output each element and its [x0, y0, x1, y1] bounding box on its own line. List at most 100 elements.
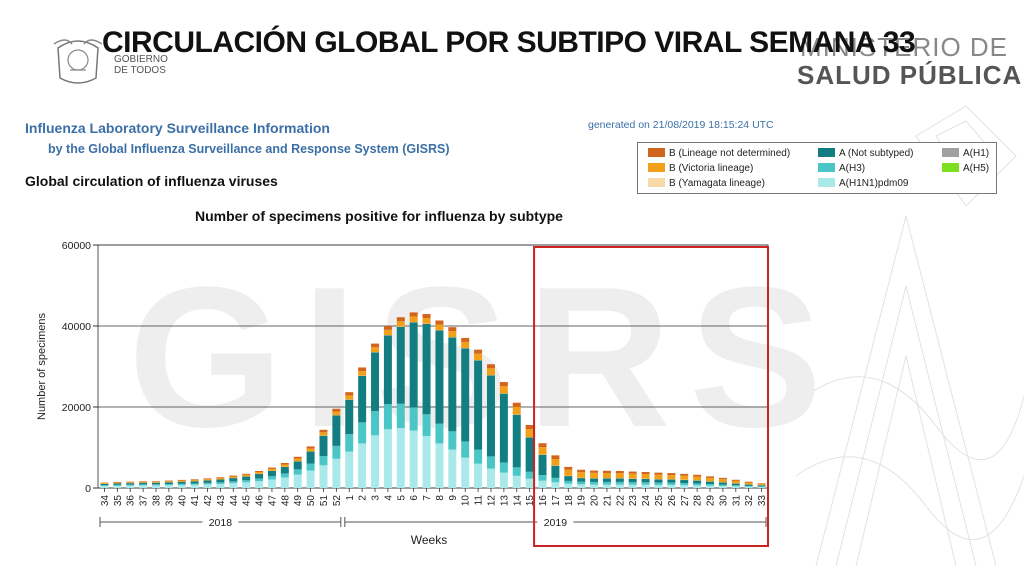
bar-segment: [177, 481, 186, 484]
y-tick-label: 40000: [62, 321, 91, 333]
bar-segment: [255, 472, 264, 474]
bar-segment: [499, 382, 508, 387]
bar-segment: [512, 414, 521, 468]
bar-segment: [126, 482, 135, 484]
bar-segment: [551, 477, 560, 483]
x-tick-label: 49: [293, 495, 304, 507]
bar-segment: [615, 478, 624, 482]
bar-segment: [409, 322, 418, 408]
bar-segment: [203, 482, 212, 485]
bar-segment: [151, 481, 160, 483]
legend-item: A(H5): [942, 163, 989, 174]
bar-segment: [229, 476, 238, 478]
bar-segment: [757, 486, 766, 488]
legend-swatch: [942, 163, 959, 172]
x-tick-label: 40: [177, 495, 188, 507]
x-tick-label: 29: [706, 495, 717, 507]
bar-segment: [216, 483, 225, 488]
bar-segment: [229, 475, 238, 477]
x-tick-label: 50: [306, 495, 317, 507]
legend-swatch: [648, 148, 665, 157]
bar-segment: [731, 485, 740, 487]
bar-segment: [293, 456, 302, 459]
bar-segment: [203, 479, 212, 481]
bar-segment: [435, 423, 444, 444]
bar-segment: [706, 476, 715, 478]
bar-segment: [151, 481, 160, 482]
bar-segment: [358, 367, 367, 372]
bar-segment: [667, 473, 676, 476]
bar-segment: [718, 479, 727, 483]
bar-segment: [306, 446, 315, 449]
bar-segment: [422, 414, 431, 437]
bar-segment: [126, 484, 135, 486]
x-tick-label: 39: [164, 495, 175, 507]
bar-segment: [706, 481, 715, 485]
bar-segment: [499, 393, 508, 463]
bar-segment: [139, 484, 148, 486]
bar-segment: [551, 465, 560, 478]
bar-segment: [332, 408, 341, 412]
bar-segment: [718, 484, 727, 486]
year-label: 2019: [544, 517, 568, 529]
bar-segment: [615, 484, 624, 488]
bar-segment: [332, 445, 341, 459]
x-tick-label: 10: [461, 495, 472, 507]
highlight-box: [533, 246, 769, 547]
bar-segment: [319, 429, 328, 433]
legend-swatch: [818, 148, 835, 157]
x-tick-label: 37: [139, 495, 150, 507]
bar-segment: [654, 484, 663, 488]
bar-segment: [757, 483, 766, 486]
bar-segment: [332, 415, 341, 446]
bar-segment: [435, 320, 444, 325]
bar-segment: [525, 478, 534, 488]
y-tick-label: 20000: [62, 402, 91, 414]
bar-segment: [628, 478, 637, 483]
bar-segment: [396, 326, 405, 404]
x-tick-label: 52: [332, 495, 343, 507]
bar-segment: [409, 316, 418, 323]
bar-segment: [190, 480, 199, 482]
bar-segment: [177, 484, 186, 488]
bar-segment: [371, 347, 380, 353]
bar-segment: [216, 478, 225, 480]
government-logo-line1: GOBIERNO: [114, 54, 168, 65]
bar-segment: [538, 480, 547, 488]
legend-label: B (Victoria lineage): [669, 163, 754, 174]
bar-segment: [319, 435, 328, 457]
bar-segment: [164, 480, 173, 482]
bar-segment: [242, 480, 251, 483]
bar-segment: [654, 482, 663, 485]
legend-swatch: [818, 163, 835, 172]
x-tick-label: 44: [229, 495, 240, 507]
bar-segment: [461, 341, 470, 349]
x-tick-label: 5: [396, 495, 407, 501]
bar-segment: [409, 312, 418, 317]
bar-segment: [255, 481, 264, 488]
x-tick-label: 6: [409, 495, 420, 501]
bar-segment: [435, 330, 444, 424]
bar-segment: [306, 448, 315, 452]
bar-segment: [693, 474, 702, 477]
bar-segment: [113, 482, 122, 484]
bar-segment: [757, 486, 766, 487]
bar-segment: [151, 484, 160, 486]
bar-segment: [229, 481, 238, 484]
bar-segment: [693, 483, 702, 486]
bar-segment: [731, 486, 740, 488]
bar-segment: [280, 473, 289, 478]
legend-label: A (Not subtyped): [839, 148, 914, 159]
bar-segment: [731, 479, 740, 481]
bar-segment: [164, 485, 173, 488]
bar-segment: [474, 449, 483, 464]
x-tick-label: 45: [242, 495, 253, 507]
bar-segment: [371, 435, 380, 488]
legend-label: B (Yamagata lineage): [669, 178, 765, 189]
bar-segment: [280, 477, 289, 488]
bar-segment: [422, 323, 431, 415]
bar-segment: [590, 470, 599, 473]
bar-segment: [577, 478, 586, 482]
bar-segment: [757, 483, 766, 484]
